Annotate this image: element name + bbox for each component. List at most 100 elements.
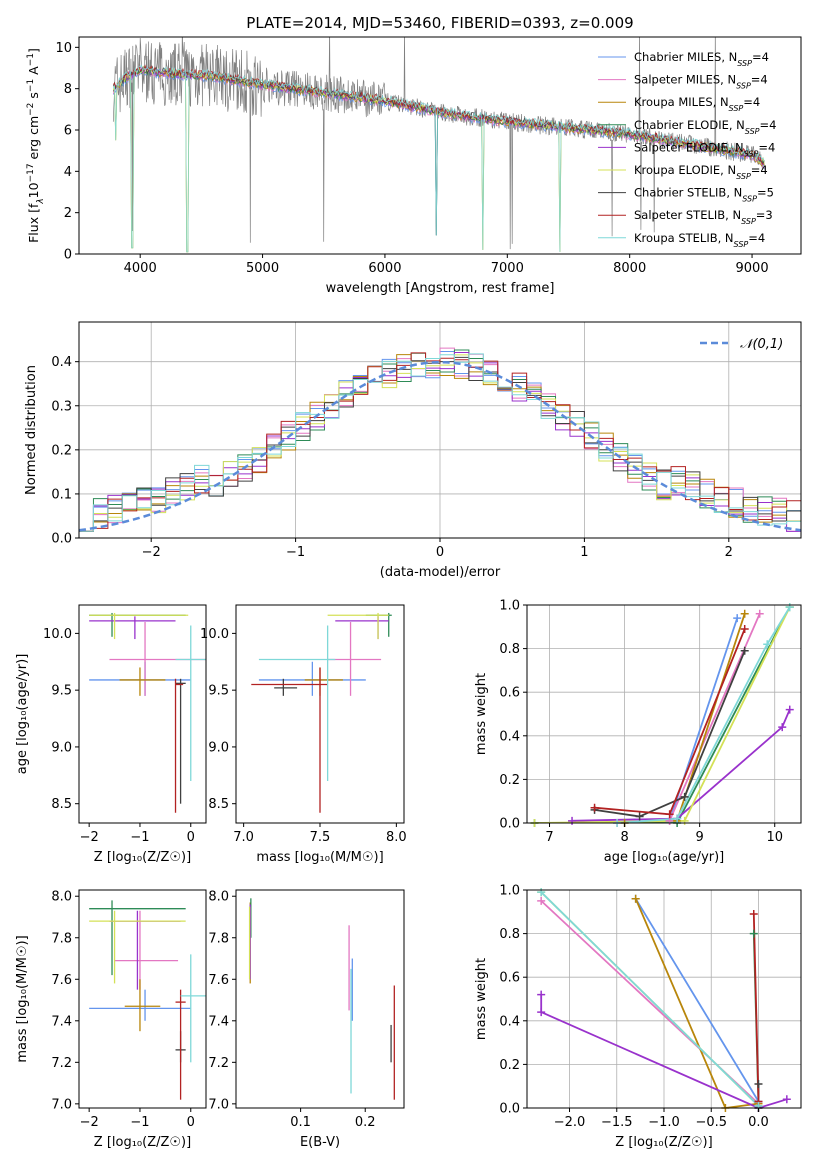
x-tick-label: −1 — [286, 545, 305, 560]
y-axis-label: mass weight — [474, 673, 489, 755]
panel-spectrum: Chabrier MILES, NSSP=4 Salpeter MILES, NS… — [26, 36, 802, 296]
weight-marker-8 — [763, 640, 772, 649]
x-tick-label: 8.0 — [386, 830, 407, 845]
weight-marker-7 — [740, 624, 749, 633]
x-axis-label: age [log₁₀(age/yr)] — [604, 850, 725, 865]
histogram-7 — [79, 352, 801, 532]
y-tick-label: 7.8 — [208, 931, 229, 946]
plot-area — [89, 612, 206, 813]
gridlines — [527, 604, 801, 824]
x-tick-label: 8 — [620, 830, 628, 845]
panel-mass_vs_Z: −2 −1 0 7.0 7.2 7.4 7.6 7.8 8.0 Z [log₁₀(Z/Z☉)] ma… — [15, 889, 207, 1150]
x-tick-label: 0.0 — [748, 1115, 769, 1130]
x-tick-label: 0 — [187, 1115, 195, 1130]
legend-label: Kroupa ELODIE, NSSP=4 — [634, 163, 768, 181]
weight-marker-4 — [785, 705, 794, 714]
legend-label: Salpeter STELIB, NSSP=3 — [634, 208, 773, 226]
y-tick-label: 7.6 — [51, 973, 72, 988]
x-tick-label: 2 — [725, 545, 733, 560]
x-tick-label: −1.5 — [601, 1115, 633, 1130]
histogram-3 — [79, 349, 801, 532]
y-axis-label: mass weight — [474, 958, 489, 1040]
legend-suffix: =4 — [752, 50, 769, 64]
x-tick-label: 8000 — [613, 261, 646, 276]
axes-frame — [526, 604, 802, 824]
x-tick-label: 6000 — [368, 261, 401, 276]
weight-marker-1 — [537, 896, 546, 905]
weight-line-3 — [534, 606, 791, 823]
y-tick-label: 8.0 — [208, 890, 229, 905]
histogram-5 — [79, 354, 801, 532]
x-tick-label: 9000 — [736, 261, 769, 276]
legend-suffix: =4 — [751, 163, 768, 177]
y-tick-label: 0 — [64, 248, 72, 263]
legend-subscript: SSP — [737, 59, 752, 68]
y-tick-label: 0.2 — [499, 1058, 520, 1073]
panel-massweight_vs_age: 7 8 9 10 0.0 0.2 0.4 0.6 0.8 1.0 age [log₁₀(age/yr… — [474, 599, 802, 865]
x-tick-label: −0.5 — [695, 1115, 727, 1130]
x-axis-label: (data-model)/error — [380, 565, 501, 580]
legend-suffix: =4 — [748, 231, 765, 245]
weight-marker-1 — [755, 609, 764, 618]
x-axis-label: mass [log₁₀(M/M☉)] — [256, 850, 383, 865]
legend-subscript: SSP — [745, 126, 760, 135]
y-label-part: s — [26, 92, 41, 103]
y-label-part: λ — [36, 198, 46, 204]
weight-marker-6 — [680, 792, 689, 801]
model-spectrum-7 — [112, 64, 765, 165]
y-tick-label: 9.5 — [51, 684, 72, 699]
x-tick-label: 7000 — [491, 261, 524, 276]
axes-frame — [78, 889, 207, 1109]
x-tick-label: 10 — [766, 830, 783, 845]
y-tick-label: 10.0 — [43, 627, 72, 642]
y-tick-label: 7.6 — [208, 973, 229, 988]
y-tick-label: 0.6 — [499, 686, 520, 701]
y-tick-label: 0.2 — [51, 443, 72, 458]
legend-label: Salpeter ELODIE, NSSP=4 — [634, 140, 775, 158]
weight-line-4 — [571, 709, 791, 822]
legend-subscript: SSP — [742, 194, 757, 203]
legend-subscript: SSP — [744, 149, 759, 158]
x-tick-label: −2.0 — [554, 1115, 586, 1130]
weight-marker-7 — [749, 909, 758, 918]
y-label-part: −17 — [26, 163, 36, 182]
weight-line-2 — [634, 898, 759, 1108]
legend-suffix: =4 — [760, 118, 777, 132]
panel-age_vs_mass: 7.0 7.5 8.0 8.5 9.0 9.5 10.0 mass [log₁₀(M/M☉)] — [200, 604, 407, 865]
figure-title: PLATE=2014, MJD=53460, FIBERID=0393, z=0… — [246, 14, 633, 32]
plot-area — [248, 898, 395, 1100]
panel-age_vs_Z: −2 −1 0 8.5 9.0 9.5 10.0 Z [log₁₀(Z/Z☉)] age [lo… — [15, 604, 207, 865]
weight-marker-2 — [740, 609, 749, 618]
weight-line-4 — [540, 994, 788, 1108]
legend-suffix: =3 — [756, 208, 773, 222]
weight-marker-6 — [754, 1080, 763, 1089]
legend-label: Chabrier ELODIE, NSSP=4 — [634, 118, 776, 136]
panel-massweight_vs_Z: −2.0 −1.5 −1.0 −0.5 0.0 0.0 0.2 0.4 0.6 0.8 1.0 Z [… — [474, 884, 802, 1150]
y-axis-label: Normed distribution — [24, 365, 39, 495]
y-tick-label: 7.4 — [51, 1014, 72, 1029]
y-tick-label: 8 — [64, 82, 72, 97]
x-tick-label: 0 — [187, 830, 195, 845]
y-tick-label: 0.8 — [499, 927, 520, 942]
x-tick-label: 0.1 — [290, 1115, 311, 1130]
y-tick-label: 0.3 — [51, 399, 72, 414]
weight-line-6 — [594, 650, 746, 818]
weight-marker-4 — [537, 990, 546, 999]
y-label-part: A — [26, 66, 41, 79]
x-tick-label: −2 — [142, 545, 161, 560]
y-tick-label: 7.0 — [51, 1097, 72, 1112]
histogram-4 — [79, 351, 801, 532]
weight-marker-8 — [673, 814, 682, 823]
axes-frame — [78, 604, 207, 824]
weight-marker-6 — [740, 646, 749, 655]
legend-label: Kroupa STELIB, NSSP=4 — [634, 231, 765, 249]
y-label-part: −1 — [26, 53, 36, 66]
legend-label: Salpeter MILES, NSSP=4 — [634, 73, 768, 91]
weight-line-0 — [634, 898, 760, 1102]
histogram-8 — [79, 353, 801, 532]
weight-marker-3 — [749, 929, 758, 938]
legend-subscript: SSP — [741, 217, 756, 226]
legend-label: Kroupa MILES, NSSP=4 — [634, 95, 760, 113]
y-tick-label: 0.2 — [499, 773, 520, 788]
